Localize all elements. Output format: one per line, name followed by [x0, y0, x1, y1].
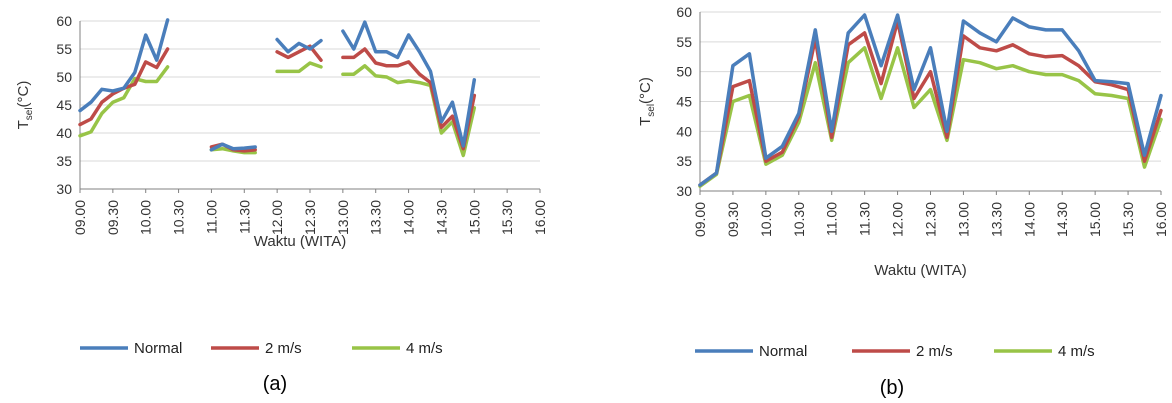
y-tick-label: 50	[676, 64, 692, 80]
legend-label: Normal	[134, 340, 182, 357]
y-tick-label: 55	[676, 34, 692, 50]
x-tick-label: 11.00	[824, 202, 840, 236]
x-tick-label: 11.30	[857, 202, 873, 236]
x-tick-label: 09.00	[692, 202, 708, 237]
y-tick-label: 60	[676, 4, 692, 20]
x-tick-label: 15.00	[1087, 202, 1103, 237]
legend-label: 2 m/s	[265, 340, 302, 357]
x-tick-label: 09.30	[105, 200, 121, 235]
x-tick-label: 15.30	[499, 200, 515, 235]
y-tick-label: 40	[56, 125, 72, 141]
y-tick-label: 45	[56, 97, 72, 113]
series-line-normal	[78, 18, 477, 152]
x-tick-label: 14.00	[1021, 202, 1037, 237]
x-axis-title: Waktu (WITA)	[874, 262, 967, 279]
y-tick-label: 35	[676, 153, 692, 169]
chart-panel-b: 30 35 40 45 50 55 60 09.00 09.30 10.00 10.30 11.00 1…	[586, 0, 1172, 403]
y-axis-title: Tsel(°C)	[637, 77, 657, 126]
chart-b-svg: 30 35 40 45 50 55 60 09.00 09.30 10.00 10.30 11.00 1…	[637, 4, 1169, 399]
x-tick-label: 14.30	[1054, 202, 1070, 237]
y-axis-title-unit: (°C)	[15, 81, 32, 108]
x-tick-label: 12.00	[890, 202, 906, 237]
legend-label: 4 m/s	[1058, 343, 1095, 360]
x-tick-label: 10.00	[138, 200, 154, 235]
y-tick-label: 30	[676, 183, 692, 199]
y-tick-label: 45	[676, 94, 692, 110]
x-tick-label: 10.30	[171, 200, 187, 235]
y-axis-title-main: T	[15, 120, 32, 129]
series-line-4-m-s	[698, 46, 1163, 188]
x-tick-label: 16.00	[532, 200, 548, 235]
y-tick-label: 35	[56, 153, 72, 169]
y-tick-label: 60	[56, 13, 72, 29]
series-line-normal	[698, 13, 1163, 187]
panel-caption: (a)	[263, 373, 287, 395]
x-tick-label: 15.30	[1120, 202, 1136, 237]
y-axis-title-unit: (°C)	[637, 77, 654, 104]
x-tick-label: 14.30	[433, 200, 449, 235]
x-tick-label: 09.00	[72, 200, 88, 235]
x-tick-label: 15.00	[466, 200, 482, 235]
chart-a-svg: 30 35 40 45 50 55 60 09.00 09.30 10.00 10.30 11.00 1…	[15, 13, 548, 395]
legend-label: 2 m/s	[916, 343, 953, 360]
x-tick-label: 16.00	[1153, 202, 1169, 237]
x-axis-title: Waktu (WITA)	[254, 233, 347, 250]
chart-panel-a: 30 35 40 45 50 55 60 09.00 09.30 10.00 10.30 11.00 1…	[15, 13, 548, 395]
x-tick-label: 10.30	[791, 202, 807, 237]
x-tick-label: 10.00	[758, 202, 774, 237]
x-tick-label: 13.30	[988, 202, 1004, 237]
x-tick-label: 11.30	[236, 200, 252, 234]
x-tick-label: 12.00	[269, 200, 285, 235]
legend-label: Normal	[759, 343, 807, 360]
y-axis-title-sub: sel	[24, 107, 35, 120]
y-axis-title-sub: sel	[646, 104, 657, 117]
x-tick-label: 12.30	[923, 202, 939, 237]
x-tick-label: 13.30	[368, 200, 384, 235]
y-tick-label: 55	[56, 41, 72, 57]
legend-label: 4 m/s	[406, 340, 443, 357]
series-line-2-m-s	[698, 19, 1163, 187]
y-axis-title-main: T	[637, 117, 654, 126]
panel-caption: (b)	[880, 377, 904, 399]
x-tick-label: 14.00	[401, 200, 417, 235]
x-tick-label: 13.00	[955, 202, 971, 237]
y-tick-label: 40	[676, 123, 692, 139]
x-tick-label: 12.30	[302, 200, 318, 235]
y-axis-title: Tsel(°C)	[15, 81, 35, 130]
x-tick-label: 11.00	[203, 200, 219, 234]
x-tick-label: 09.30	[725, 202, 741, 237]
y-tick-label: 50	[56, 69, 72, 85]
x-tick-label: 13.00	[335, 200, 351, 235]
y-tick-label: 30	[56, 181, 72, 197]
